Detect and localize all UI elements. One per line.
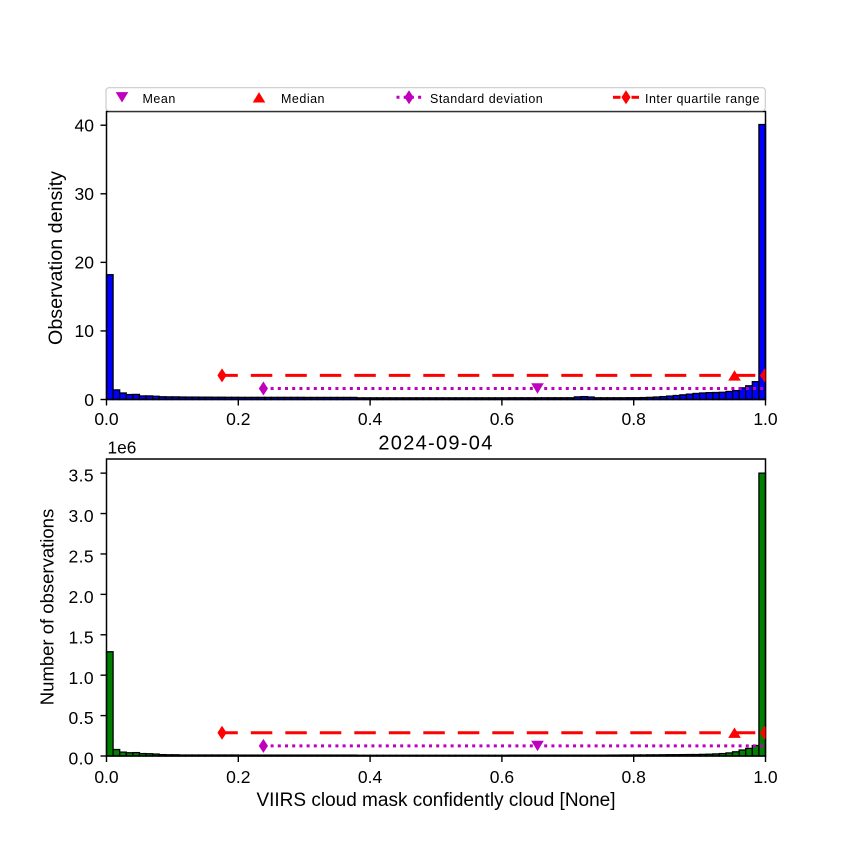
- svg-text:1e6: 1e6: [108, 437, 137, 457]
- svg-text:0.4: 0.4: [358, 409, 383, 429]
- svg-text:0.5: 0.5: [68, 708, 94, 728]
- svg-text:1.0: 1.0: [68, 668, 94, 688]
- svg-text:Inter quartile range: Inter quartile range: [645, 92, 760, 106]
- svg-text:VIIRS cloud mask confidently c: VIIRS cloud mask confidently cloud [None…: [256, 790, 615, 811]
- svg-text:40: 40: [75, 116, 95, 136]
- svg-text:0.0: 0.0: [94, 409, 119, 429]
- svg-text:0.6: 0.6: [490, 409, 514, 429]
- svg-text:20: 20: [75, 253, 95, 273]
- svg-text:Median: Median: [281, 92, 325, 106]
- svg-text:10: 10: [75, 321, 95, 341]
- svg-text:0.2: 0.2: [226, 409, 250, 429]
- svg-text:0.2: 0.2: [226, 767, 250, 787]
- svg-text:2.5: 2.5: [68, 547, 94, 567]
- svg-text:Number of observations: Number of observations: [37, 509, 58, 705]
- svg-text:0: 0: [84, 390, 94, 410]
- svg-text:0.8: 0.8: [622, 767, 646, 787]
- svg-text:30: 30: [75, 184, 95, 204]
- svg-text:0.0: 0.0: [94, 767, 119, 787]
- svg-text:1.0: 1.0: [753, 409, 778, 429]
- svg-text:3.0: 3.0: [68, 506, 94, 526]
- svg-text:1.0: 1.0: [753, 767, 778, 787]
- svg-text:2024-09-04: 2024-09-04: [378, 433, 493, 455]
- svg-text:0.8: 0.8: [622, 409, 646, 429]
- svg-text:2.0: 2.0: [68, 587, 94, 607]
- svg-text:1.5: 1.5: [68, 627, 94, 647]
- svg-text:Mean: Mean: [143, 92, 176, 106]
- svg-text:Observation density: Observation density: [45, 171, 67, 345]
- svg-text:3.5: 3.5: [68, 466, 94, 486]
- svg-text:Standard deviation: Standard deviation: [430, 92, 543, 106]
- svg-text:0.4: 0.4: [358, 767, 383, 787]
- svg-text:0.6: 0.6: [490, 767, 514, 787]
- svg-text:0.0: 0.0: [68, 749, 94, 769]
